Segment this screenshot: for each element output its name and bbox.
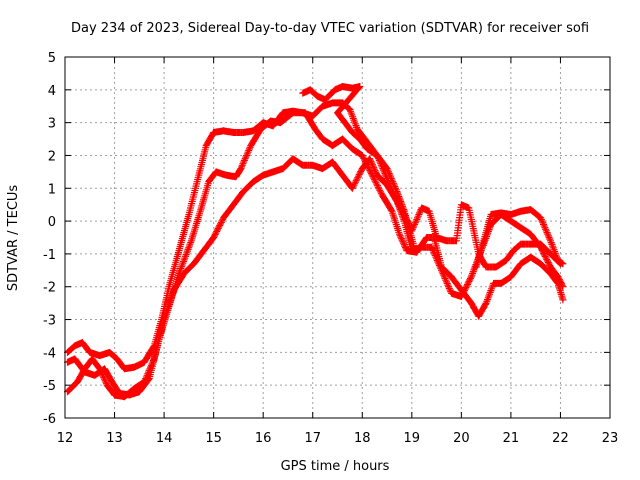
y-tick-label: -6 [43,412,56,427]
y-axis-label: SDTVAR / TECUs [6,185,21,292]
y-tick-label: -5 [43,379,56,394]
axis-ticks: 12 13 14 15 16 17 18 19 20 21 22 23-6-5-4-3-2-10123… [43,51,618,446]
x-tick-label: 17 [304,431,321,446]
x-tick-label: 22 [552,431,569,446]
y-tick-label: 1 [48,182,56,197]
series-markers-track-a [64,99,564,373]
x-tick-label: 14 [156,431,173,446]
x-tick-label: 21 [503,431,520,446]
x-axis-label: GPS time / hours [281,459,390,474]
data-markers [64,83,567,401]
x-tick-label: 15 [205,431,222,446]
y-tick-label: -2 [43,281,56,296]
x-tick-label: 23 [602,431,619,446]
y-tick-label: 3 [48,117,56,132]
y-tick-label: -3 [43,314,56,329]
series-markers-track-c [64,155,567,401]
x-tick-label: 19 [404,431,421,446]
x-tick-label: 12 [57,431,74,446]
y-tick-label: -1 [43,248,56,263]
series-track-d [299,83,567,271]
y-tick-label: 0 [48,215,56,230]
y-tick-label: -4 [43,346,56,361]
plot-frame [64,56,611,419]
y-tick-label: 4 [48,84,56,99]
series-track-c [64,155,567,401]
y-tick-label: 5 [48,51,56,66]
x-tick-label: 20 [453,431,470,446]
x-tick-label: 16 [255,431,272,446]
chart-title: Day 234 of 2023, Sidereal Day-to-day VTE… [71,21,589,36]
series-markers-track-d [299,83,567,271]
grid-lines [65,57,610,418]
x-tick-label: 18 [354,431,371,446]
series-track-a [64,99,564,373]
y-tick-label: 2 [48,149,56,164]
x-tick-label: 13 [106,431,123,446]
